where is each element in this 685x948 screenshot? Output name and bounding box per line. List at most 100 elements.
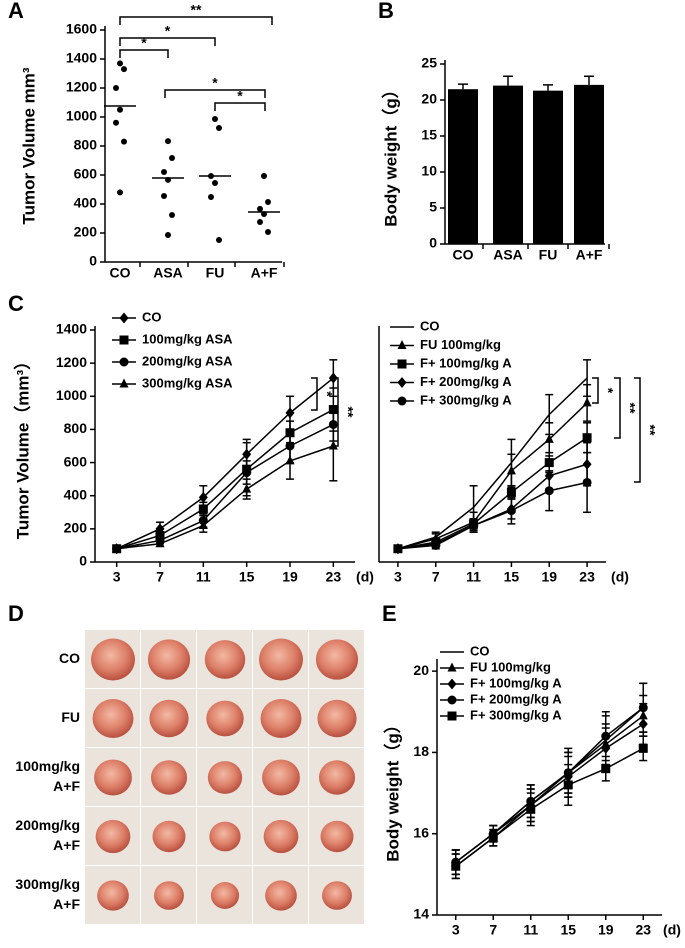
bracket — [119, 16, 273, 25]
tumor — [149, 699, 189, 738]
series-line — [116, 445, 334, 550]
legend-label: CO — [142, 309, 162, 324]
y-tick-label: 15 — [421, 127, 437, 143]
legend-label: 300mg/kg ASA — [142, 375, 233, 390]
x-tick-label: ASA — [153, 265, 183, 281]
x-tick-label: A+F — [576, 247, 603, 263]
marker — [393, 544, 403, 554]
significance: * — [165, 23, 171, 39]
marker — [397, 377, 407, 388]
dot — [121, 138, 127, 145]
marker — [447, 695, 457, 705]
marker — [447, 678, 457, 690]
series-line — [397, 377, 588, 550]
y-tick-label: 0 — [429, 235, 437, 251]
y-tick-label: 1000 — [56, 387, 87, 403]
marker — [431, 540, 441, 550]
x-tick-label: 7 — [432, 569, 440, 585]
legend-label: FU 100mg/kg — [470, 659, 551, 674]
tumor — [97, 880, 129, 911]
series-line — [116, 408, 334, 550]
y-tick-label: 800 — [74, 137, 98, 153]
panel-letter: A — [8, 0, 24, 23]
y-tick-label: 600 — [64, 453, 88, 469]
x-tick-label: 11 — [523, 922, 538, 938]
tumor — [147, 639, 191, 680]
x-tick-label: 11 — [466, 569, 481, 585]
tumor — [262, 759, 300, 796]
bar — [533, 90, 563, 244]
x-tick-label: 3 — [452, 922, 460, 938]
x-axis-unit: (d) — [356, 569, 374, 585]
dot — [257, 205, 263, 212]
marker — [155, 538, 165, 548]
bracket — [164, 89, 266, 98]
x-tick-label: 19 — [598, 922, 614, 938]
legend-label: CO — [470, 643, 490, 658]
series-line — [397, 463, 588, 550]
bracket — [332, 377, 339, 447]
marker — [582, 433, 592, 443]
marker — [544, 486, 554, 496]
y-tick-label: 16 — [413, 824, 429, 840]
marker — [469, 521, 479, 531]
bar — [574, 84, 604, 244]
dot — [212, 116, 218, 123]
series-line — [455, 747, 644, 867]
dot — [261, 173, 267, 180]
legend-label: CO — [420, 318, 440, 333]
y-tick-label: 0 — [79, 553, 87, 569]
tumor — [318, 760, 356, 795]
legend-label: 200mg/kg ASA — [142, 353, 233, 368]
bracket — [592, 377, 599, 404]
y-tick-label: 10 — [421, 163, 437, 179]
marker — [582, 397, 592, 407]
y-tick-label: 600 — [74, 166, 98, 182]
dot — [161, 168, 167, 175]
panel-letter: C — [8, 291, 24, 316]
marker — [638, 703, 648, 713]
marker — [155, 530, 165, 540]
bar — [493, 85, 523, 244]
marker — [242, 483, 252, 493]
dot — [216, 236, 222, 243]
bracket — [311, 377, 318, 411]
tumor — [265, 880, 297, 911]
tumor — [150, 760, 188, 795]
bracket — [214, 102, 266, 111]
x-axis-unit: (d) — [663, 922, 681, 938]
dot — [212, 179, 218, 186]
tumor — [92, 698, 134, 739]
y-tick-label: 1200 — [66, 79, 97, 95]
bracket — [614, 377, 621, 439]
dot — [113, 119, 119, 126]
significance: ** — [642, 425, 658, 436]
marker — [328, 440, 338, 450]
marker — [397, 359, 407, 369]
marker — [119, 378, 129, 388]
marker — [397, 396, 407, 406]
marker — [119, 357, 129, 367]
x-tick-label: 15 — [504, 569, 520, 585]
marker — [488, 833, 498, 843]
y-axis-label: Body weight（g） — [380, 81, 400, 226]
legend-label: F+ 200mg/kg A — [420, 374, 512, 389]
tumor — [91, 638, 135, 681]
legend-label: 100mg/kg ASA — [142, 331, 233, 346]
dot — [208, 194, 214, 201]
row-label: 200mg/kg — [15, 817, 80, 833]
dot — [169, 212, 175, 219]
y-tick-label: 0 — [89, 253, 97, 269]
x-tick-label: 23 — [635, 922, 651, 938]
y-tick-label: 14 — [413, 906, 429, 922]
significance: ** — [622, 403, 638, 414]
marker — [119, 335, 129, 345]
y-tick-label: 800 — [64, 420, 88, 436]
x-tick-label: 23 — [326, 569, 342, 585]
row-label: A+F — [53, 837, 80, 853]
y-tick-label: 5 — [429, 199, 437, 215]
y-tick-label: 20 — [413, 662, 429, 678]
x-axis-unit: (d) — [611, 569, 629, 585]
x-tick-label: 3 — [113, 569, 121, 585]
marker — [506, 506, 516, 516]
